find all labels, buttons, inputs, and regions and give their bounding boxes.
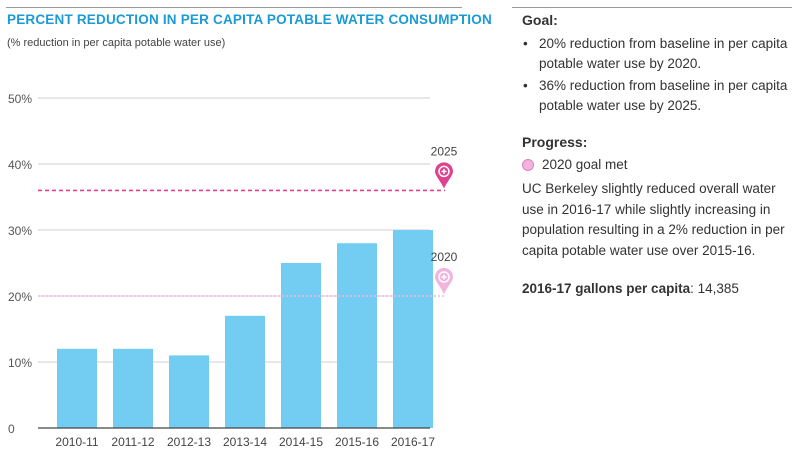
per-capita-value: : 14,385 xyxy=(690,281,739,296)
x-tick-label: 2015-16 xyxy=(335,435,379,449)
bar-chart: 2025 2020 0 10% 20% 30% 40% 50% 2010-11 2011-12 2… xyxy=(8,92,458,449)
y-tick-label: 20% xyxy=(8,290,32,304)
chart-panel: PERCENT REDUCTION IN PER CAPITA POTABLE … xyxy=(6,7,492,449)
map-pin-icon xyxy=(435,162,453,189)
x-tick-label: 2013-14 xyxy=(223,435,267,449)
bar xyxy=(337,243,377,428)
y-tick-label: 0 xyxy=(8,422,15,436)
pin-ring xyxy=(438,271,450,283)
goal-year-label: 2025 xyxy=(431,144,458,158)
status-dot-icon xyxy=(522,159,534,171)
y-tick-label: 40% xyxy=(8,158,32,172)
info-panel: Goal: • 20% reduction from baseline in pe… xyxy=(512,0,800,452)
x-tick-label: 2011-12 xyxy=(111,435,154,449)
x-tick-label: 2012-13 xyxy=(167,435,211,449)
x-tick-label: 2014-15 xyxy=(279,435,323,449)
top-divider xyxy=(6,7,462,8)
map-pin-icon xyxy=(435,268,453,294)
goal-title: Goal: xyxy=(522,12,558,28)
goal-list: • 20% reduction from baseline in per capi… xyxy=(522,34,792,118)
y-tick-label: 30% xyxy=(8,224,32,238)
bar xyxy=(225,315,265,428)
bar xyxy=(169,355,209,428)
per-capita-label: 2016-17 gallons per capita xyxy=(522,281,691,296)
progress-status: 2020 goal met xyxy=(522,156,628,174)
progress-title: Progress: xyxy=(522,134,588,150)
bar xyxy=(113,348,153,428)
bullet-icon: • xyxy=(523,78,528,93)
bar xyxy=(281,263,321,428)
chart-title: PERCENT REDUCTION IN PER CAPITA POTABLE … xyxy=(7,12,492,27)
info-divider xyxy=(512,7,792,8)
goal-year-label: 2020 xyxy=(431,250,458,264)
goal-item: • 20% reduction from baseline in per capi… xyxy=(522,34,792,74)
goal-item-text: 20% reduction from baseline in per capit… xyxy=(539,36,788,71)
progress-description: UC Berkeley slightly reduced overall wat… xyxy=(522,181,785,258)
bar xyxy=(393,230,433,428)
progress-status-text: 2020 goal met xyxy=(542,157,628,172)
pin-ring xyxy=(438,165,450,178)
goal-item-text: 36% reduction from baseline in per capit… xyxy=(539,78,788,113)
y-tick-label: 50% xyxy=(8,92,32,106)
x-tick-label: 2016-17 xyxy=(391,435,435,449)
bar xyxy=(57,348,97,428)
x-tick-label: 2010-11 xyxy=(55,435,98,449)
bullet-icon: • xyxy=(523,36,528,51)
y-tick-label: 10% xyxy=(8,356,32,370)
per-capita-stat: 2016-17 gallons per capita: 14,385 xyxy=(522,281,739,296)
goal-item: • 36% reduction from baseline in per capi… xyxy=(522,76,792,116)
chart-subtitle: (% reduction in per capita potable water… xyxy=(7,37,226,49)
